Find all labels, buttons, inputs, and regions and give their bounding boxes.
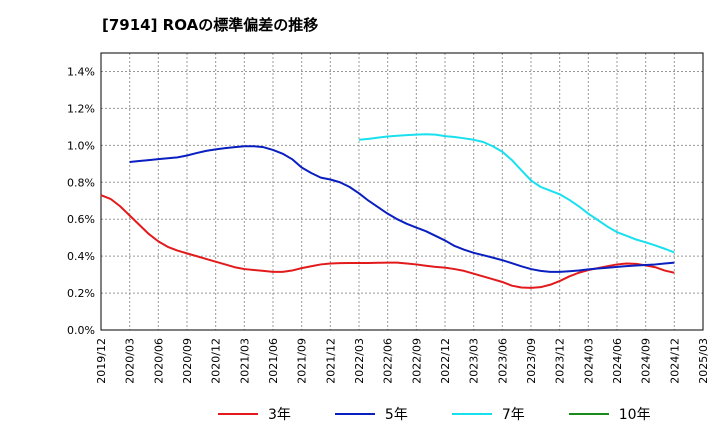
x-tick-label: 2021/06 <box>267 338 280 384</box>
legend-label: 5年 <box>384 407 408 423</box>
x-tick-label: 2022/06 <box>382 338 395 384</box>
series-lines <box>100 133 675 289</box>
series-line-3 <box>358 133 675 254</box>
x-tick-label: 2023/03 <box>468 338 481 384</box>
x-tick-label: 2021/03 <box>238 338 251 384</box>
y-tick-label: 0.2% <box>67 287 95 300</box>
chart-title: [7914] ROAの標準偏差の推移 <box>102 16 319 34</box>
legend-swatch <box>451 413 492 415</box>
legend: 3年 5年 7年 10年 <box>218 404 695 424</box>
x-tick-label: 2024/12 <box>668 338 681 384</box>
legend-swatch <box>218 413 258 415</box>
y-tick-label: 0.0% <box>67 324 95 337</box>
legend-swatch <box>334 413 375 415</box>
y-tick-label: 0.8% <box>67 176 95 189</box>
legend-label: 10年 <box>618 407 651 423</box>
x-tick-label: 2020/12 <box>210 338 223 384</box>
x-tick-label: 2024/03 <box>582 338 595 384</box>
legend-item: 5年 <box>334 404 408 424</box>
plot-frame <box>100 52 704 331</box>
series-line-1 <box>100 194 675 289</box>
x-tick-label: 2023/09 <box>525 338 538 384</box>
y-tick-label: 0.6% <box>67 213 95 226</box>
x-tick-label: 2020/03 <box>124 338 137 384</box>
legend-item: 7年 <box>451 404 525 424</box>
legend-item: 10年 <box>568 404 651 424</box>
x-tick-label: 2023/06 <box>496 338 509 384</box>
grid <box>100 53 704 331</box>
legend-label: 3年 <box>268 407 291 423</box>
x-tick-label: 2025/03 <box>697 338 710 384</box>
x-tick-label: 2022/12 <box>439 338 452 384</box>
x-tick-label: 2019/12 <box>95 338 108 384</box>
y-tick-label: 1.2% <box>67 102 95 115</box>
x-tick-label: 2024/06 <box>611 338 624 384</box>
legend-swatch <box>568 413 609 415</box>
x-tick-label: 2021/09 <box>296 338 309 384</box>
series-line-2 <box>129 145 675 273</box>
x-tick-label: 2023/12 <box>554 338 567 384</box>
legend-item: 3年 <box>218 404 291 424</box>
x-tick-label: 2022/03 <box>353 338 366 384</box>
x-tick-label: 2022/09 <box>410 338 423 384</box>
x-tick-label: 2020/06 <box>152 338 165 384</box>
x-tick-label: 2020/09 <box>181 338 194 384</box>
x-tick-label: 2021/12 <box>324 338 337 384</box>
x-tick-label: 2024/09 <box>640 338 653 384</box>
axes: 0.0% 0.2% 0.4% 0.6% 0.8% 1.0% 1.2% 1.4% 2019/12 2… <box>67 52 710 384</box>
legend-label: 7年 <box>501 407 525 423</box>
y-tick-label: 0.4% <box>67 250 95 263</box>
y-tick-label: 1.0% <box>67 139 95 152</box>
y-tick-label: 1.4% <box>67 65 95 78</box>
